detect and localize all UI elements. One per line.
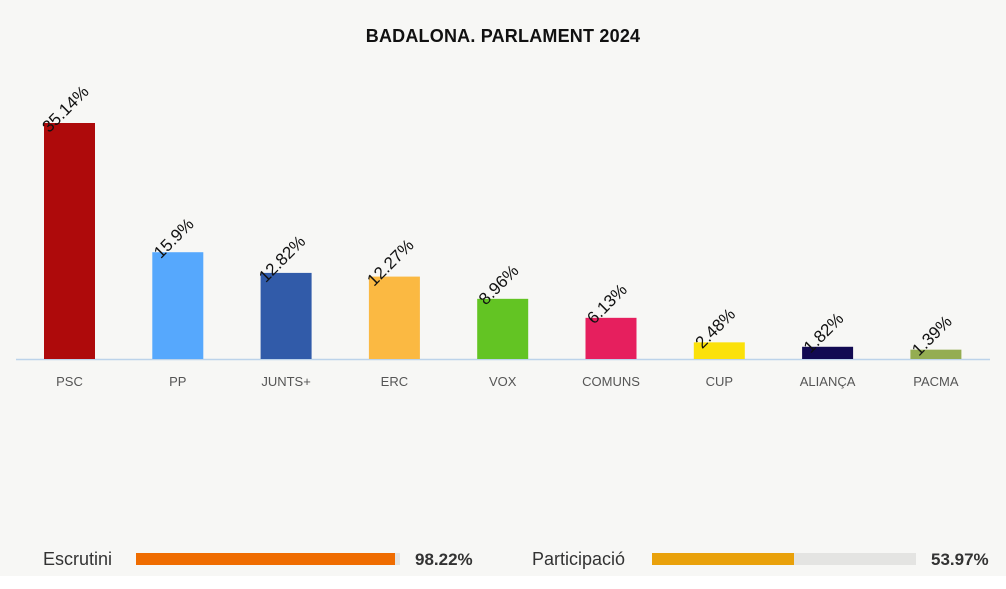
chart-title: BADALONA. PARLAMENT 2024 (365, 26, 641, 46)
bar-cup (693, 342, 745, 359)
x-tick-label: PP (169, 374, 186, 389)
bar-vox (477, 298, 529, 359)
escrutini-value: 98.22% (415, 550, 473, 569)
x-tick-label: CUP (706, 374, 733, 389)
bar-psc (44, 123, 95, 359)
bar-aliança (802, 346, 854, 359)
bar-erc (368, 276, 420, 359)
chart-panel: BADALONA. PARLAMENT 2024 35.14% PSC 15.9% P… (0, 26, 1006, 575)
x-tick-label: JUNTS+ (261, 374, 310, 389)
bottom-stats: Escrutini 98.22% Participació 53.97% (0, 545, 1006, 575)
x-tick-label: PACMA (913, 374, 959, 389)
escrutini-progress-fill (136, 553, 396, 565)
x-tick-label: COMUNS (582, 374, 640, 389)
bar-junts+ (260, 272, 312, 359)
bar-chart: 35.14%PSC15.9%PP12.82%JUNTS+12.27%ERC8.9… (16, 82, 990, 389)
escrutini-progress-track (136, 553, 400, 565)
escrutini-label: Escrutini (43, 549, 113, 569)
bar-comuns (585, 317, 637, 359)
x-tick-label: ERC (381, 374, 408, 389)
bar-pp (152, 252, 204, 359)
participacio-value: 53.97% (931, 550, 989, 569)
x-tick-label: ALIANÇA (800, 374, 856, 389)
participacio-label: Participació (532, 549, 626, 569)
bar-pacma (910, 349, 962, 359)
participacio-progress-track (652, 553, 916, 565)
participacio-progress-fill (652, 553, 795, 565)
x-tick-label: VOX (489, 374, 517, 389)
x-tick-label: PSC (56, 374, 83, 389)
